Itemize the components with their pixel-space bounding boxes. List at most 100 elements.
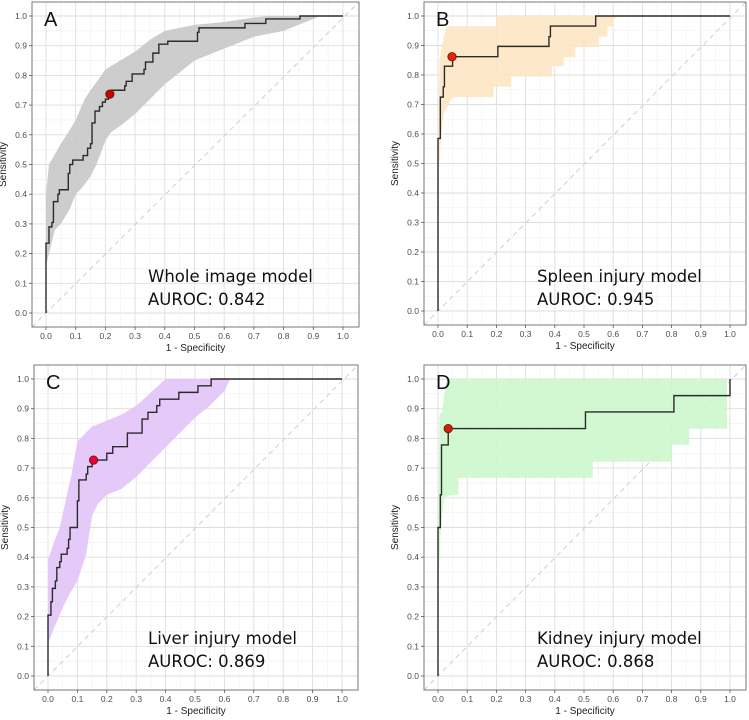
x-tick-label: 0.7 <box>636 329 648 339</box>
x-tick-label: 0.6 <box>607 694 619 704</box>
chance-diagonal <box>31 1 360 328</box>
x-tick-label: 0.1 <box>461 694 473 704</box>
x-tick-label: 0.2 <box>99 331 111 341</box>
optimal-threshold-point <box>443 423 453 434</box>
roc-chart: 0.0 0.1 0.2 0.3 0.4 0.5 0.6 0.7 0.8 0.9 1.0 0.0 0.1 0… <box>390 1 747 352</box>
x-tick-label: 0.1 <box>71 694 83 704</box>
auroc-value: AUROC: 0.869 <box>148 652 265 671</box>
roc-chart: 0.0 0.1 0.2 0.3 0.4 0.5 0.6 0.7 0.8 0.9 1.0 0.0 0.1 0… <box>0 364 359 717</box>
y-tick-label: 0.1 <box>407 277 419 287</box>
x-axis-label: 1 - Specificity <box>555 706 614 717</box>
y-tick-label: 0.7 <box>15 100 27 110</box>
chance-diagonal <box>423 1 747 326</box>
x-tick-label: 0.6 <box>218 331 230 341</box>
x-tick-label: 0.4 <box>160 694 172 704</box>
x-tick-label: 0.0 <box>432 694 444 704</box>
x-tick-label: 0.7 <box>248 331 260 341</box>
confidence-band <box>438 379 730 593</box>
x-tick-label: 0.2 <box>101 694 113 704</box>
confidence-band <box>438 16 620 185</box>
confidence-band <box>46 16 320 266</box>
x-tick-label: 0.4 <box>159 331 171 341</box>
roc-panel-c: 0.0 0.1 0.2 0.3 0.4 0.5 0.6 0.7 0.8 0.9 1.0 0.0 0.1 0… <box>0 360 375 720</box>
y-tick-label: 0.8 <box>17 433 29 443</box>
x-tick-label: 0.5 <box>189 694 201 704</box>
y-tick-label: 0.0 <box>15 308 27 318</box>
x-tick-label: 1.0 <box>336 694 348 704</box>
x-tick-label: 0.5 <box>578 329 590 339</box>
model-title: Kidney injury model <box>537 629 702 648</box>
roc-curve <box>45 15 343 313</box>
y-axis-label: Sensitivity <box>0 142 9 187</box>
y-tick-label: 0.9 <box>407 41 419 51</box>
x-tick-label: 0.7 <box>248 694 260 704</box>
x-tick-label: 1.0 <box>337 331 349 341</box>
optimal-threshold-point <box>88 455 99 465</box>
y-tick-label: 0.8 <box>407 70 419 80</box>
roc-curve <box>47 378 342 676</box>
y-tick-label: 0.3 <box>407 218 419 228</box>
y-tick-label: 0.8 <box>407 433 419 443</box>
x-tick-label: 0.3 <box>129 331 141 341</box>
y-tick-label: 0.6 <box>15 130 27 140</box>
optimal-threshold-point <box>105 89 115 99</box>
panel-label: C <box>46 372 60 394</box>
y-tick-label: 0.4 <box>407 552 419 562</box>
x-tick-label: 0.1 <box>461 329 473 339</box>
x-tick-label: 0.8 <box>278 331 290 341</box>
auroc-value: AUROC: 0.945 <box>537 290 654 309</box>
x-tick-label: 0.9 <box>695 694 707 704</box>
y-tick-label: 0.1 <box>407 641 419 651</box>
optimal-threshold-point <box>447 52 457 62</box>
x-axis-label: 1 - Specificity <box>166 343 225 354</box>
y-tick-label: 1.0 <box>17 374 29 384</box>
y-tick-label: 0.5 <box>15 160 27 170</box>
x-tick-label: 0.7 <box>636 694 648 704</box>
y-tick-label: 0.9 <box>15 41 27 51</box>
y-tick-label: 0.7 <box>407 100 419 110</box>
roc-panel-b: 0.0 0.1 0.2 0.3 0.4 0.5 0.6 0.7 0.8 0.9 1.0 0.0 0.1 0… <box>375 0 749 360</box>
y-tick-label: 0.9 <box>407 404 419 414</box>
y-tick-label: 0.2 <box>15 249 27 259</box>
panel-label: B <box>436 9 449 31</box>
y-tick-label: 0.4 <box>407 188 419 198</box>
y-axis-label: Sensitivity <box>0 505 11 550</box>
x-tick-label: 0.5 <box>189 331 201 341</box>
x-tick-label: 0.0 <box>40 331 52 341</box>
model-title: Whole image model <box>148 267 313 286</box>
y-tick-label: 0.1 <box>17 641 29 651</box>
x-tick-label: 0.6 <box>607 329 619 339</box>
x-tick-label: 0.8 <box>666 329 678 339</box>
y-tick-label: 0.3 <box>17 582 29 592</box>
x-tick-label: 0.1 <box>70 331 82 341</box>
model-title: Spleen injury model <box>537 267 702 286</box>
roc-chart: 0.0 0.1 0.2 0.3 0.4 0.5 0.6 0.7 0.8 0.9 1.0 0.0 0.1 0… <box>390 364 747 717</box>
y-tick-label: 0.0 <box>17 671 29 681</box>
x-tick-label: 0.9 <box>695 329 707 339</box>
auroc-value: AUROC: 0.842 <box>148 290 265 309</box>
y-tick-label: 0.0 <box>407 306 419 316</box>
y-tick-label: 0.5 <box>407 159 419 169</box>
x-tick-label: 0.5 <box>578 694 590 704</box>
x-tick-label: 0.2 <box>490 694 502 704</box>
panel-label: A <box>44 9 58 31</box>
x-tick-label: 1.0 <box>724 329 736 339</box>
x-tick-label: 0.4 <box>549 694 561 704</box>
y-tick-label: 1.0 <box>15 11 27 21</box>
x-tick-label: 0.4 <box>549 329 561 339</box>
y-tick-label: 1.0 <box>407 374 419 384</box>
y-tick-label: 0.7 <box>407 463 419 473</box>
model-title: Liver injury model <box>148 629 297 648</box>
panel-label: D <box>436 372 450 394</box>
x-tick-label: 0.0 <box>432 329 444 339</box>
roc-panel-d: 0.0 0.1 0.2 0.3 0.4 0.5 0.6 0.7 0.8 0.9 1.0 0.0 0.1 0… <box>375 360 749 720</box>
x-tick-label: 0.3 <box>520 329 532 339</box>
y-axis-label: Sensitivity <box>390 505 401 550</box>
x-tick-label: 0.3 <box>520 694 532 704</box>
y-tick-label: 0.9 <box>17 404 29 414</box>
x-tick-label: 0.8 <box>666 694 678 704</box>
y-tick-label: 0.2 <box>407 247 419 257</box>
auroc-value: AUROC: 0.868 <box>537 652 654 671</box>
y-tick-label: 0.6 <box>407 493 419 503</box>
roc-curve <box>437 379 731 676</box>
